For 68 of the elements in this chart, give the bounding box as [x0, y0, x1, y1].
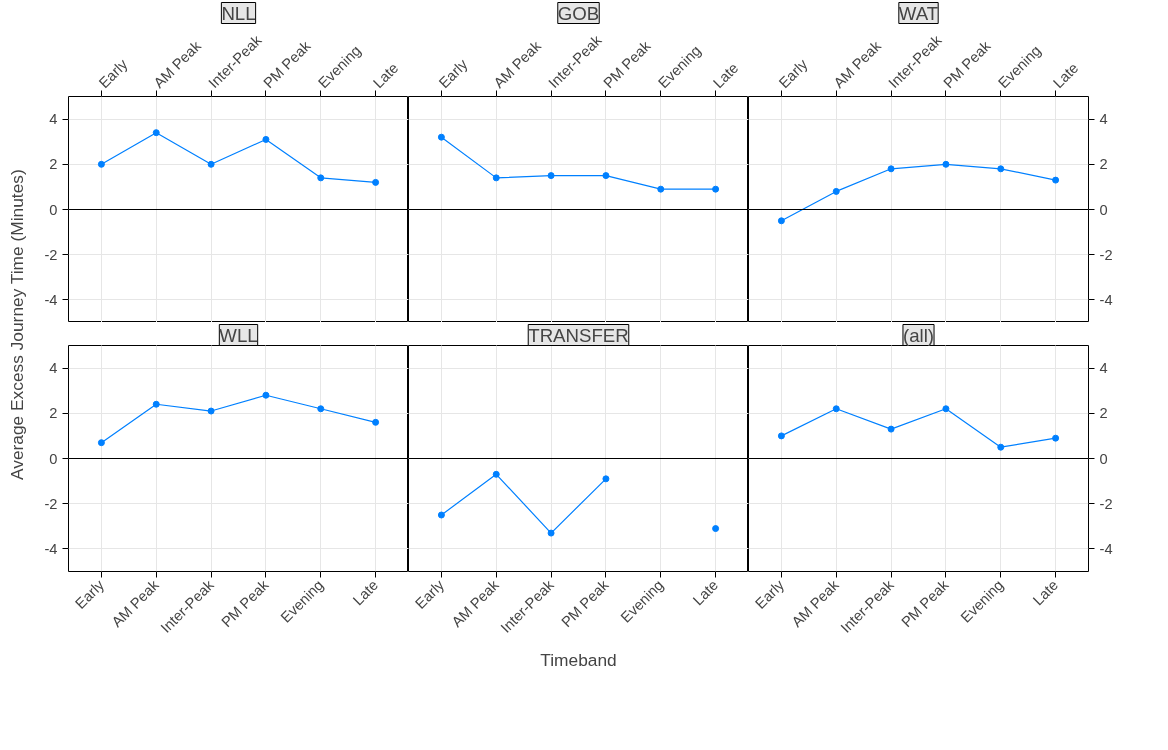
y-tick-label: 2	[1099, 405, 1108, 422]
point	[997, 165, 1005, 173]
point	[152, 400, 160, 408]
point	[777, 432, 785, 440]
y-tick-label: 0	[49, 201, 58, 218]
x-tick-label: Late	[1029, 576, 1062, 609]
point	[262, 135, 270, 143]
point	[712, 525, 720, 533]
y-tick-label: 2	[1099, 156, 1108, 173]
y-tick-label: -4	[44, 291, 58, 308]
y-tick-label: -4	[1099, 540, 1113, 557]
point	[372, 178, 380, 186]
point	[942, 405, 950, 413]
y-tick-label: 4	[49, 360, 58, 377]
point	[602, 172, 610, 180]
y-tick-label: 0	[1099, 201, 1108, 218]
chart-title: GOB	[557, 2, 600, 24]
point	[832, 187, 840, 195]
chart-title: WAT	[898, 2, 939, 24]
x-axis-title: Timeband	[540, 649, 617, 670]
point	[152, 129, 160, 137]
point	[97, 439, 105, 447]
y-axis-title: Average Excess Journey Time (Minutes)	[7, 169, 28, 481]
y-tick-label: -2	[1099, 246, 1113, 263]
point	[207, 407, 215, 415]
point	[207, 160, 215, 168]
y-tick-label: 2	[49, 156, 58, 173]
point	[887, 425, 895, 433]
x-tick-label: Late	[689, 576, 722, 609]
y-tick-label: 4	[49, 111, 58, 128]
point	[492, 174, 500, 182]
x-tick-label: Late	[709, 59, 742, 92]
point	[97, 160, 105, 168]
point	[832, 405, 840, 413]
point	[657, 185, 665, 193]
point	[317, 405, 325, 413]
point	[372, 418, 380, 426]
y-tick-label: 4	[1099, 111, 1108, 128]
y-tick-label: -2	[44, 246, 58, 263]
y-tick-label: 0	[1099, 450, 1108, 467]
y-tick-label: 4	[1099, 360, 1108, 377]
point	[887, 165, 895, 173]
point	[262, 391, 270, 399]
point	[547, 529, 555, 537]
y-tick-label: 0	[49, 450, 58, 467]
point	[712, 185, 720, 193]
chart-title: NLL	[221, 2, 256, 24]
chart-title: TRANSFER	[528, 324, 629, 346]
y-tick-label: -2	[1099, 495, 1113, 512]
point	[437, 511, 445, 519]
point	[317, 174, 325, 182]
y-tick-label: -4	[44, 540, 58, 557]
point	[997, 443, 1005, 451]
point	[437, 133, 445, 141]
point	[777, 217, 785, 225]
point	[602, 475, 610, 483]
y-tick-label: -2	[44, 495, 58, 512]
x-tick-label: Late	[349, 576, 382, 609]
point	[942, 160, 950, 168]
point	[1052, 176, 1060, 184]
point	[547, 172, 555, 180]
x-tick-label: Late	[369, 59, 402, 92]
x-tick-label: Late	[1049, 59, 1082, 92]
chart-title: (all)	[902, 324, 935, 346]
y-tick-label: 2	[49, 405, 58, 422]
point	[1052, 434, 1060, 442]
y-tick-label: -4	[1099, 291, 1113, 308]
point	[492, 470, 500, 478]
